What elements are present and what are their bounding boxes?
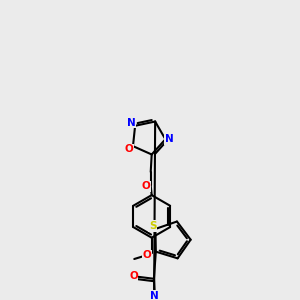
Text: N: N — [165, 134, 174, 144]
Text: O: O — [142, 182, 150, 191]
Text: O: O — [129, 271, 138, 281]
Text: N: N — [127, 118, 136, 128]
Text: N: N — [151, 291, 159, 300]
Text: O: O — [125, 144, 134, 154]
Text: O: O — [142, 250, 151, 260]
Text: S: S — [149, 221, 156, 231]
